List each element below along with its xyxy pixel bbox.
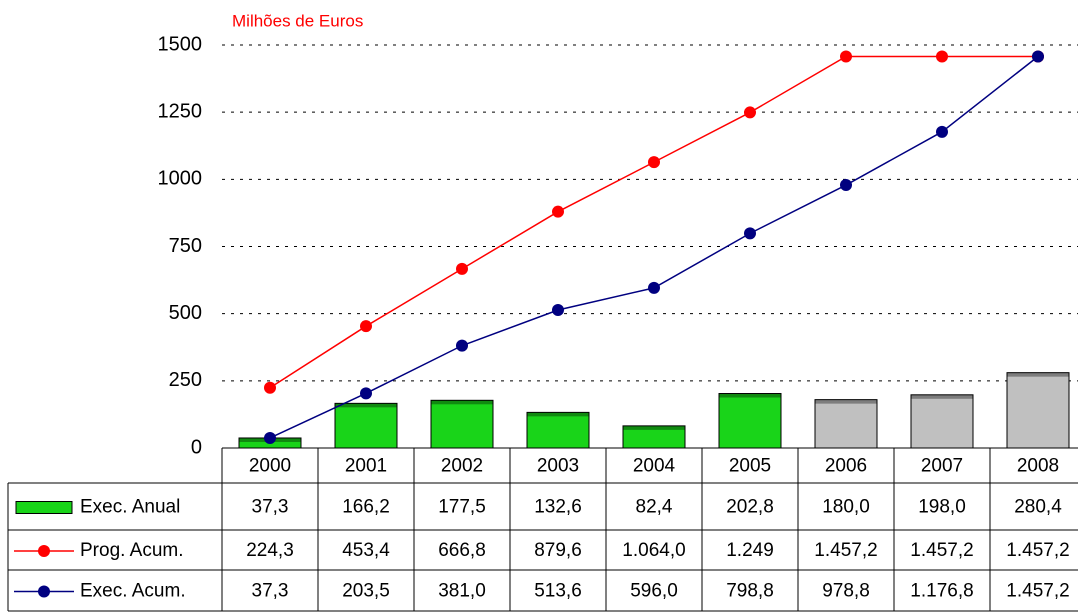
y-tick-label: 750 [169,235,202,257]
point [264,381,276,394]
legend-label: Exec. Anual [80,497,180,518]
y-tick-label: 1000 [158,168,203,190]
point [456,262,468,275]
data-label: 37,3 [252,497,289,518]
point [360,320,372,333]
point [648,281,660,294]
x-tick-label: 2003 [537,456,579,477]
bar [814,399,878,449]
data-label: 166,2 [342,497,390,518]
x-tick-label: 2001 [345,456,387,477]
point [840,50,852,63]
point [648,156,660,169]
data-label: 1.457,2 [1006,540,1069,561]
data-label: 180,0 [822,497,870,518]
data-label: 381,0 [438,581,486,602]
bar [334,402,398,449]
legend-label: Prog. Acum. [80,540,184,561]
x-tick-label: 2002 [441,456,483,477]
bar-shade [911,394,973,399]
x-tick-label: 2006 [825,456,867,477]
data-label: 513,6 [534,581,582,602]
bar-shade [815,399,877,404]
legend-swatch [15,501,73,514]
bar-shade [1007,372,1069,377]
point [456,339,468,352]
legend-point [38,585,50,598]
data-label: 666,8 [438,540,486,561]
y-axis-label: Milhões de Euros [232,11,363,30]
data-label: 596,0 [630,581,678,602]
x-tick-label: 2007 [921,456,963,477]
point [744,106,756,119]
data-label: 1.249 [726,540,774,561]
data-label: 1.457,2 [910,540,973,561]
data-label: 1.064,0 [622,540,685,561]
data-label: 1.457,2 [1006,581,1069,602]
bar [1006,372,1070,449]
data-label: 203,5 [342,581,390,602]
point [840,179,852,192]
data-label: 879,6 [534,540,582,561]
point [264,431,276,444]
y-tick-label: 1500 [158,33,203,55]
bar [526,411,590,449]
x-tick-label: 2004 [633,456,676,477]
data-label: 453,4 [342,540,390,561]
point [1032,50,1044,63]
y-tick-label: 0 [191,436,202,458]
bar [718,393,782,449]
bar-shade [623,425,685,430]
point [360,387,372,400]
y-tick-label: 1250 [158,100,203,122]
data-label: 37,3 [252,581,289,602]
data-label: 132,6 [534,497,582,518]
data-label: 280,4 [1014,497,1062,518]
point [744,227,756,240]
y-tick-label: 250 [169,369,202,391]
data-label: 202,8 [726,497,774,518]
data-label: 198,0 [918,497,966,518]
data-label: 798,8 [726,581,774,602]
data-label: 1.457,2 [814,540,877,561]
bar-shade [527,412,589,417]
y-tick-label: 500 [169,302,202,324]
data-label: 224,3 [246,540,294,561]
bar [910,394,974,449]
data-label: 177,5 [438,497,486,518]
x-tick-label: 2000 [249,456,291,477]
point [936,125,948,138]
legend-label: Exec. Acum. [80,581,186,602]
bar-shade [335,403,397,408]
legend-point [38,545,50,557]
data-label: 978,8 [822,581,870,602]
bar-shade [431,400,493,405]
data-label: 82,4 [636,497,673,518]
point [936,50,948,63]
x-tick-label: 2008 [1017,456,1059,477]
line [269,55,1038,389]
point [552,304,564,317]
bar-shade [719,393,781,398]
x-tick-label: 2005 [729,456,771,477]
data-label: 1.176,8 [910,581,973,602]
bar [430,399,494,449]
point [552,205,564,218]
